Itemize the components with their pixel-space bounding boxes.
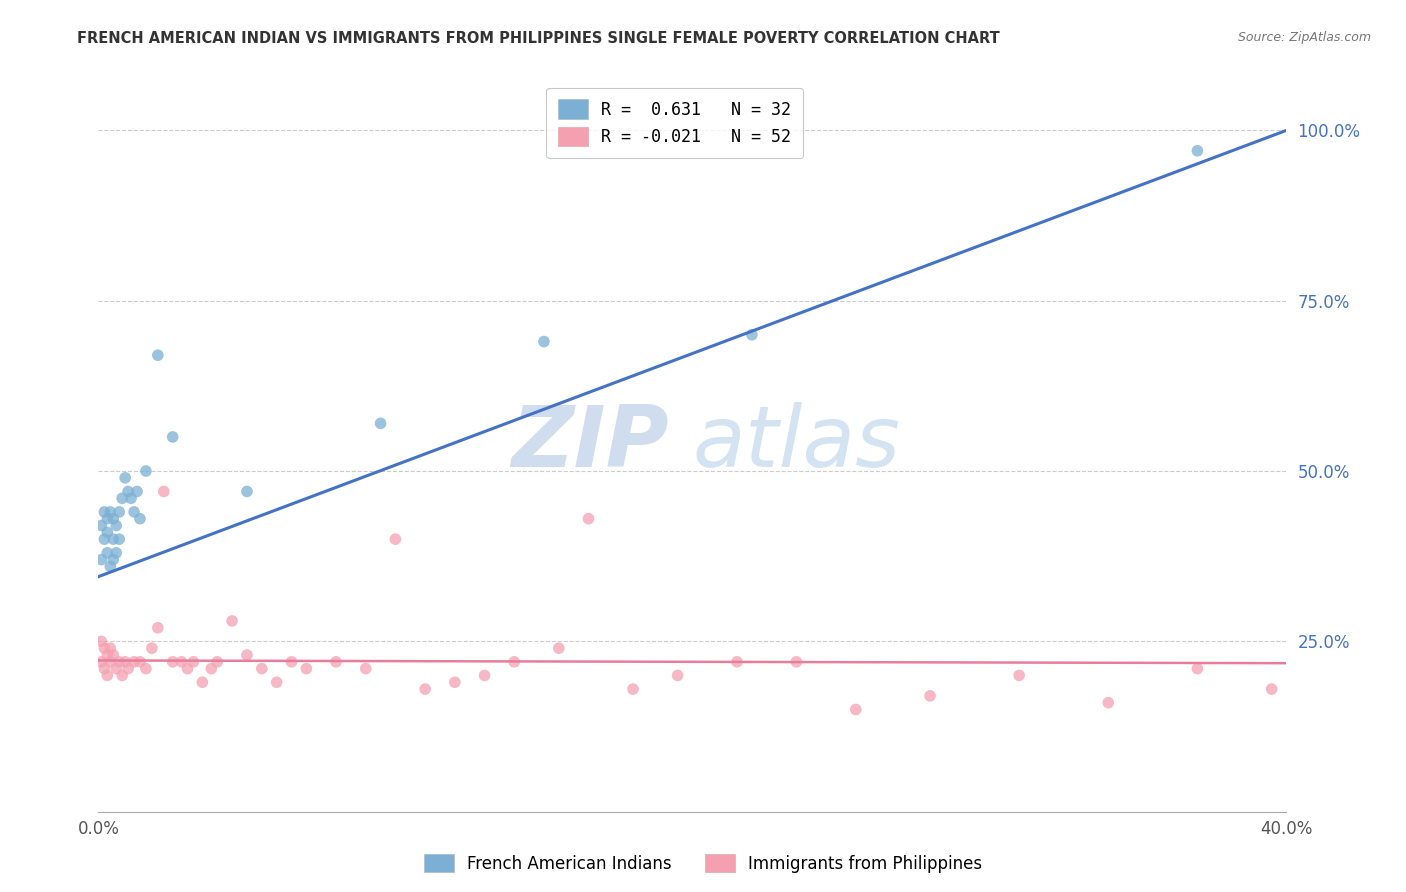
Point bbox=[741, 327, 763, 342]
Point bbox=[103, 552, 125, 566]
Point bbox=[384, 532, 406, 546]
Point bbox=[162, 430, 184, 444]
Point bbox=[141, 641, 163, 656]
Point bbox=[295, 662, 318, 676]
Point bbox=[1187, 144, 1209, 158]
Point bbox=[370, 417, 392, 431]
Text: Source: ZipAtlas.com: Source: ZipAtlas.com bbox=[1237, 31, 1371, 45]
Point bbox=[135, 662, 157, 676]
Point bbox=[105, 662, 128, 676]
Point bbox=[474, 668, 496, 682]
Point bbox=[152, 484, 174, 499]
Point bbox=[98, 655, 121, 669]
Point bbox=[621, 681, 644, 696]
Point bbox=[93, 662, 115, 676]
Point bbox=[129, 655, 152, 669]
Point bbox=[503, 655, 526, 669]
Point bbox=[98, 505, 121, 519]
Point bbox=[111, 491, 134, 506]
Point bbox=[108, 655, 131, 669]
Point bbox=[1008, 668, 1031, 682]
Point bbox=[98, 559, 121, 574]
Point bbox=[666, 668, 689, 682]
Point bbox=[105, 546, 128, 560]
Point bbox=[236, 648, 259, 662]
Point bbox=[785, 655, 807, 669]
Point bbox=[117, 662, 139, 676]
Point bbox=[413, 681, 436, 696]
Point bbox=[90, 655, 112, 669]
Point bbox=[183, 655, 205, 669]
Point bbox=[280, 655, 302, 669]
Point bbox=[354, 662, 377, 676]
Point bbox=[236, 484, 259, 499]
Point bbox=[325, 655, 347, 669]
Point bbox=[96, 512, 118, 526]
Point bbox=[96, 525, 118, 540]
Point bbox=[103, 648, 125, 662]
Text: atlas: atlas bbox=[692, 402, 900, 485]
Point bbox=[135, 464, 157, 478]
Point bbox=[221, 614, 243, 628]
Point bbox=[125, 484, 148, 499]
Point bbox=[114, 655, 136, 669]
Point bbox=[90, 518, 112, 533]
Point bbox=[111, 668, 134, 682]
Point bbox=[1097, 696, 1119, 710]
Point bbox=[845, 702, 868, 716]
Point bbox=[98, 641, 121, 656]
Point bbox=[250, 662, 273, 676]
Point bbox=[103, 512, 125, 526]
Text: ZIP: ZIP bbox=[510, 402, 669, 485]
Point bbox=[108, 532, 131, 546]
Point bbox=[920, 689, 942, 703]
Point bbox=[533, 334, 555, 349]
Point bbox=[146, 348, 169, 362]
Point bbox=[146, 621, 169, 635]
Point bbox=[105, 518, 128, 533]
Point bbox=[266, 675, 288, 690]
Point bbox=[191, 675, 214, 690]
Point bbox=[90, 634, 112, 648]
Point bbox=[114, 471, 136, 485]
Point bbox=[93, 641, 115, 656]
Point bbox=[103, 532, 125, 546]
Point bbox=[200, 662, 222, 676]
Point bbox=[122, 655, 145, 669]
Legend: French American Indians, Immigrants from Philippines: French American Indians, Immigrants from… bbox=[418, 847, 988, 880]
Point bbox=[162, 655, 184, 669]
Point bbox=[547, 641, 569, 656]
Point bbox=[1187, 662, 1209, 676]
Point bbox=[176, 662, 198, 676]
Point bbox=[96, 648, 118, 662]
Point bbox=[90, 552, 112, 566]
Point bbox=[725, 655, 748, 669]
Point bbox=[443, 675, 465, 690]
Text: FRENCH AMERICAN INDIAN VS IMMIGRANTS FROM PHILIPPINES SINGLE FEMALE POVERTY CORR: FRENCH AMERICAN INDIAN VS IMMIGRANTS FRO… bbox=[77, 31, 1000, 46]
Legend: R =  0.631   N = 32, R = -0.021   N = 52: R = 0.631 N = 32, R = -0.021 N = 52 bbox=[547, 87, 803, 158]
Point bbox=[93, 532, 115, 546]
Point bbox=[122, 505, 145, 519]
Point bbox=[1260, 681, 1282, 696]
Point bbox=[117, 484, 139, 499]
Point bbox=[120, 491, 142, 506]
Point bbox=[578, 512, 600, 526]
Point bbox=[96, 546, 118, 560]
Point bbox=[129, 512, 152, 526]
Point bbox=[170, 655, 193, 669]
Point bbox=[93, 505, 115, 519]
Point bbox=[96, 668, 118, 682]
Point bbox=[108, 505, 131, 519]
Point bbox=[205, 655, 228, 669]
